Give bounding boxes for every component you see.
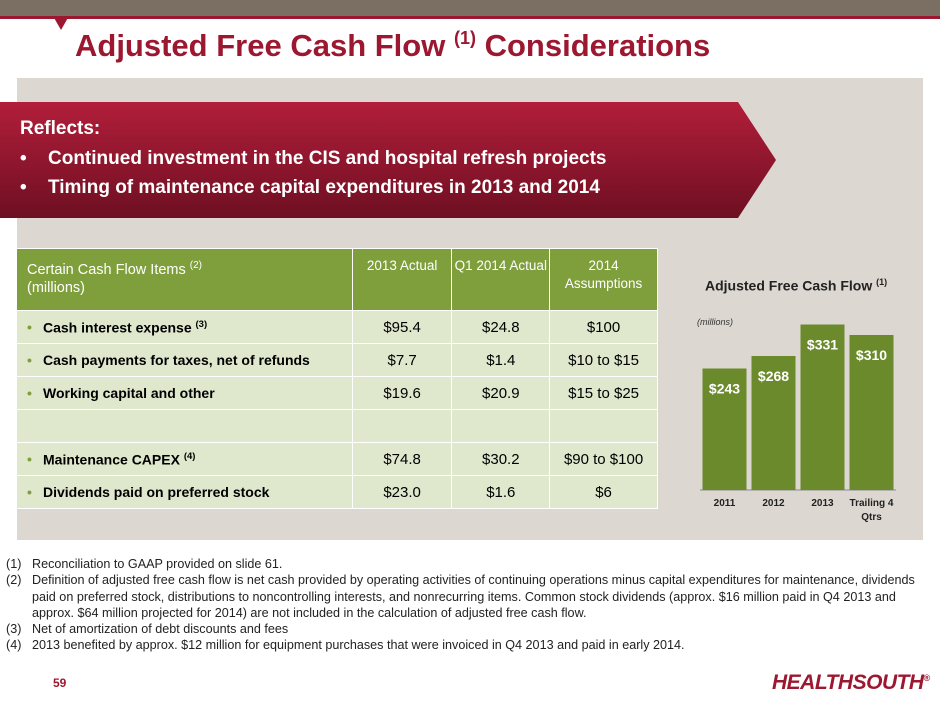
banner-item: • Continued investment in the CIS and hos…	[20, 148, 607, 169]
chart-bar	[702, 368, 747, 490]
banner-shape	[0, 102, 776, 218]
chart-bar	[849, 335, 894, 490]
table-header-label: Certain Cash Flow Items (2) (millions)	[16, 248, 353, 311]
footnotes: (1) Reconciliation to GAAP provided on sl…	[6, 556, 926, 654]
bullet-icon: •	[27, 352, 32, 368]
table-row: • Cash payments for taxes, net of refunds…	[16, 343, 658, 377]
bullet-icon: •	[20, 148, 27, 169]
banner-heading: Reflects:	[20, 118, 101, 139]
bullet-icon: •	[20, 177, 27, 198]
bullet-icon: •	[27, 484, 32, 500]
col-2014-assumptions: 2014 Assumptions	[549, 248, 658, 311]
chart-tick-label: Trailing 4 Qtrs	[850, 498, 894, 523]
table-row: • Dividends paid on preferred stock $23.0…	[16, 475, 658, 509]
free-cash-flow-chart: $243 2011 $268 2012 $331 2013 $310 Trailing 4 Qt…	[700, 324, 896, 523]
page-title: Adjusted Free Cash Flow (1) Consideratio…	[75, 28, 711, 63]
bullet-icon: •	[27, 319, 32, 336]
chart-data-label: $310	[856, 347, 887, 363]
cash-flow-table: Certain Cash Flow Items (2) (millions) 2…	[16, 248, 658, 509]
col-2013-actual: 2013 Actual	[351, 248, 453, 311]
page-number: 59	[53, 676, 67, 690]
chart-units: (millions)	[697, 317, 733, 327]
chart-data-label: $268	[758, 368, 789, 384]
chart-title: Adjusted Free Cash Flow (1)	[705, 277, 888, 294]
healthsouth-logo: HEALTHSOUTH®	[772, 671, 930, 694]
chart-data-label: $331	[807, 337, 838, 353]
top-bar-accent	[0, 16, 940, 19]
chart-bar	[751, 356, 796, 490]
table-row: • Working capital and other $19.6 $20.9 $…	[16, 376, 658, 410]
footnote: (1) Reconciliation to GAAP provided on sl…	[6, 557, 283, 571]
chart-tick-label: 2013	[811, 498, 834, 509]
footnote: (2) Definition of adjusted free cash flow…	[6, 573, 915, 620]
chart-tick-label: 2011	[714, 498, 736, 509]
top-bar	[0, 0, 940, 16]
table-row-empty	[16, 409, 658, 443]
reflects-banner: Reflects: • Continued investment in the C…	[0, 102, 776, 218]
chart-tick-label: 2012	[762, 498, 785, 509]
bullet-icon: •	[27, 385, 32, 401]
chart-bar	[800, 324, 845, 490]
banner-item: • Timing of maintenance capital expenditu…	[20, 177, 600, 198]
title-marker	[53, 16, 69, 30]
footnote: (3) Net of amortization of debt discounts…	[6, 622, 289, 637]
table-header-row: Certain Cash Flow Items (2) (millions) 2…	[16, 248, 658, 311]
table-row: • Maintenance CAPEX (4) $74.8 $30.2 $90 t…	[16, 442, 658, 476]
table-row: • Cash interest expense (3) $95.4 $24.8 $…	[16, 310, 658, 344]
footnote: (4) 2013 benefited by approx. $12 million…	[6, 638, 685, 653]
chart-data-label: $243	[709, 381, 740, 397]
bullet-icon: •	[27, 451, 32, 468]
col-q1-2014-actual: Q1 2014 Actual	[451, 248, 551, 311]
